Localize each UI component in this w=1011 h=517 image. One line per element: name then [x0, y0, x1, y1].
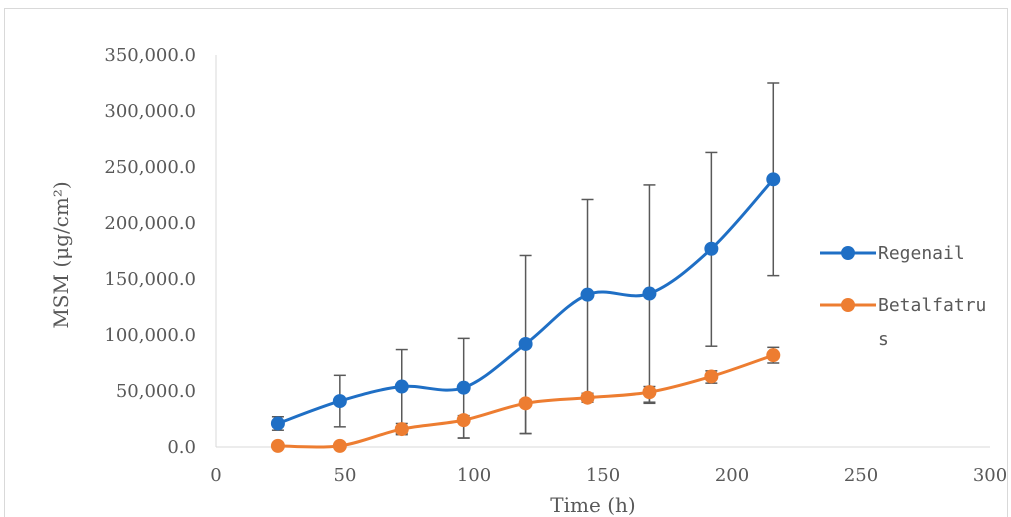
- data-point-regenail: [332, 394, 347, 409]
- y-axis-title: MSM (μg/cm²): [49, 181, 73, 328]
- y-tick-label: 150,000.0: [104, 269, 196, 290]
- y-tick-label: 0.0: [167, 437, 196, 458]
- y-axis-ticks: 0.0 50,000.0 100,000.0 150,000.0 200,000.0 25…: [104, 45, 196, 458]
- x-tick-label: 0: [210, 465, 221, 486]
- data-point-regenail: [518, 336, 533, 351]
- data-point-betalfatrus: [580, 390, 595, 405]
- data-point-betalfatrus: [456, 413, 471, 428]
- legend-label-line: Regenail: [878, 243, 965, 264]
- series-markers: [270, 172, 781, 453]
- error-bars: [271, 82, 780, 439]
- y-tick-label: 250,000.0: [104, 157, 196, 178]
- legend-swatch-marker: [841, 246, 855, 260]
- data-point-betalfatrus: [704, 369, 719, 384]
- data-point-betalfatrus: [394, 422, 409, 437]
- legend-label-line: Betalfatru: [878, 295, 986, 316]
- legend-label-line: s: [878, 329, 889, 350]
- legend-swatch-marker: [841, 298, 855, 312]
- data-point-betalfatrus: [642, 385, 657, 400]
- data-point-betalfatrus: [332, 438, 347, 453]
- data-point-regenail: [580, 287, 595, 302]
- legend-label: Betalfatru s: [878, 295, 986, 350]
- x-axis-ticks: 0 50 100 150 200 250 300: [210, 465, 1007, 486]
- y-tick-label: 300,000.0: [104, 101, 196, 122]
- y-tick-label: 50,000.0: [116, 381, 196, 402]
- x-axis-title: Time (h): [550, 493, 635, 517]
- data-point-regenail: [270, 416, 285, 431]
- data-point-betalfatrus: [270, 438, 285, 453]
- legend: Regenail Betalfatru s: [820, 243, 986, 350]
- legend-label: Regenail: [878, 243, 965, 264]
- data-point-regenail: [456, 380, 471, 395]
- data-point-regenail: [766, 172, 781, 187]
- x-tick-label: 50: [334, 465, 357, 486]
- x-tick-label: 250: [844, 465, 878, 486]
- x-tick-label: 200: [715, 465, 749, 486]
- data-point-regenail: [642, 286, 657, 301]
- x-tick-label: 150: [586, 465, 620, 486]
- data-point-betalfatrus: [766, 348, 781, 363]
- data-point-regenail: [394, 379, 409, 394]
- data-point-regenail: [704, 241, 719, 256]
- x-tick-label: 300: [973, 465, 1007, 486]
- y-tick-label: 200,000.0: [104, 213, 196, 234]
- chart-frame: [4, 8, 1008, 517]
- data-point-betalfatrus: [518, 396, 533, 411]
- x-tick-label: 100: [457, 465, 491, 486]
- y-tick-label: 100,000.0: [104, 325, 196, 346]
- y-tick-label: 350,000.0: [104, 45, 196, 66]
